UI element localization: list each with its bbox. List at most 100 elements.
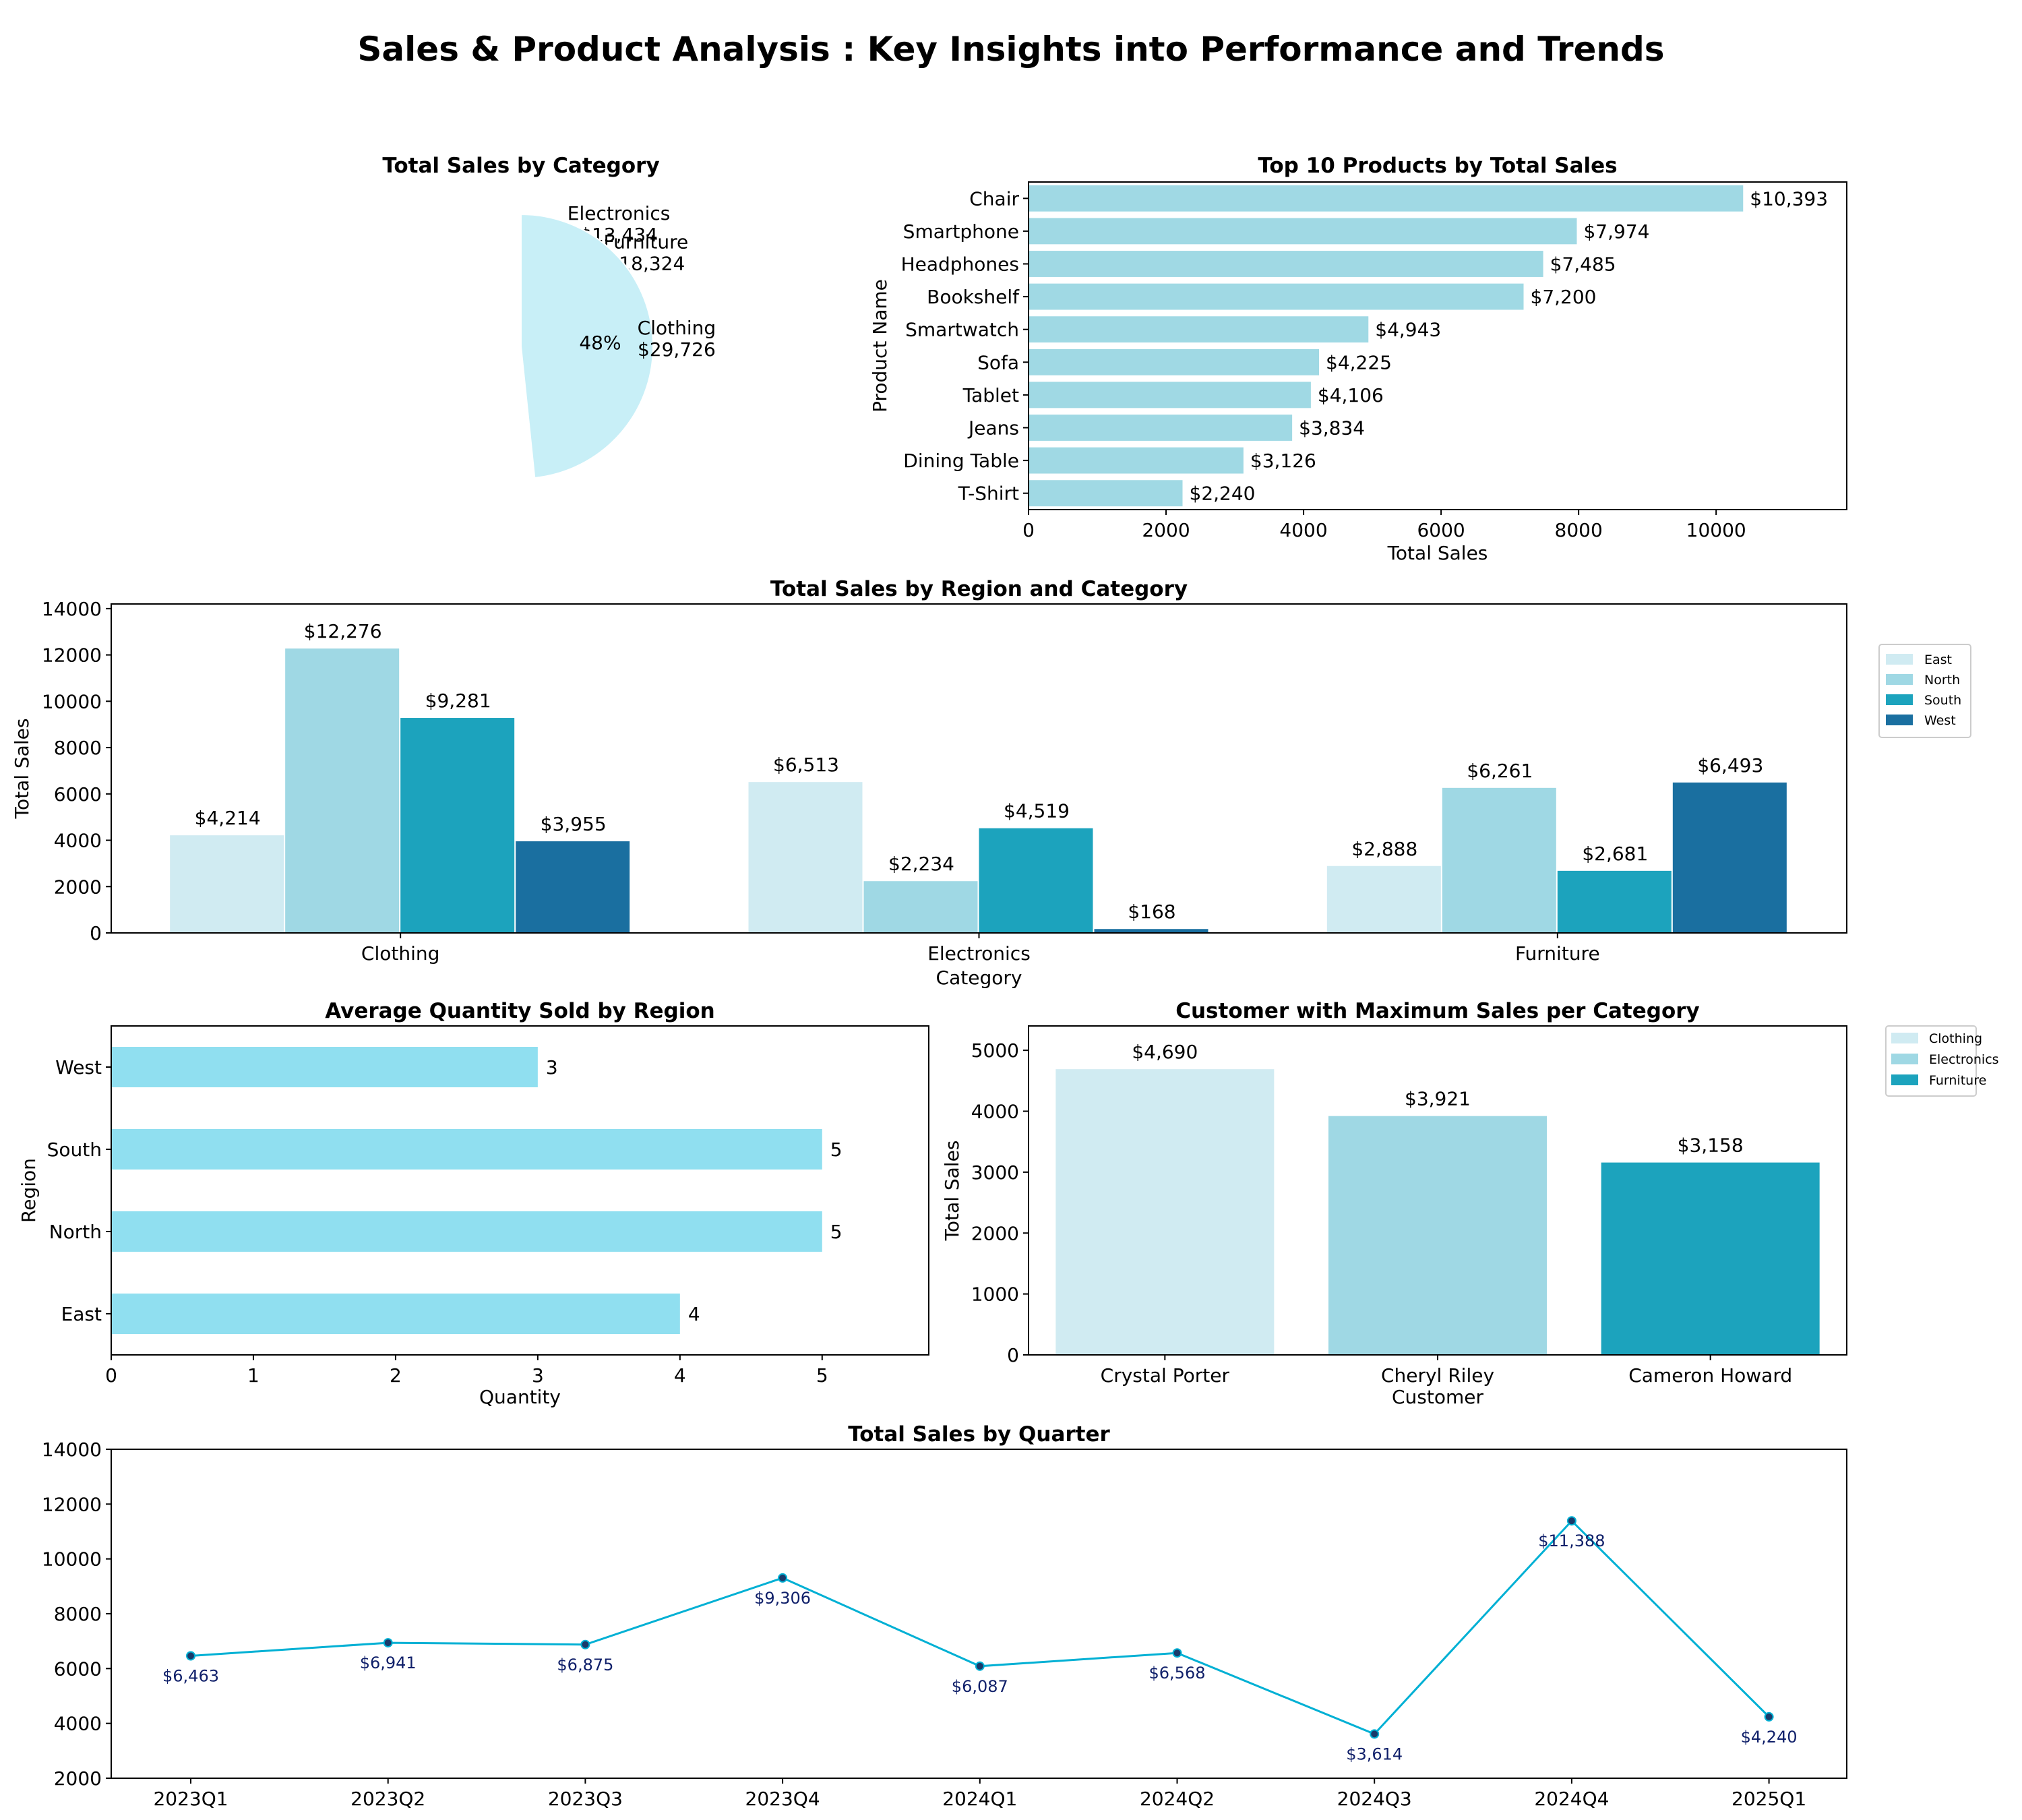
qty-ytick-label: West bbox=[55, 1056, 102, 1079]
cust-ytick-label: 4000 bbox=[971, 1101, 1019, 1123]
cust-title: Customer with Maximum Sales per Category bbox=[1175, 999, 1700, 1023]
region-data-label: $6,513 bbox=[773, 754, 839, 776]
region-ytick-label: 0 bbox=[90, 922, 102, 944]
qty-data-label: 5 bbox=[830, 1221, 842, 1243]
quarter-data-label: $6,941 bbox=[360, 1654, 417, 1672]
top10-ytick-label: Dining Table bbox=[903, 450, 1019, 472]
quarter-data-label: $6,875 bbox=[557, 1656, 613, 1674]
top10-ylabel: Product Name bbox=[869, 279, 891, 413]
qty-axes-frame bbox=[111, 1025, 929, 1356]
top10-axes-frame bbox=[1028, 181, 1847, 510]
top10-data-label: $2,240 bbox=[1190, 483, 1256, 505]
qty-xtick-label: 2 bbox=[390, 1364, 402, 1387]
qty-xtick-label: 5 bbox=[816, 1364, 828, 1387]
qty-xlabel: Quantity bbox=[479, 1386, 561, 1408]
pie-category-label: Furniture bbox=[604, 231, 689, 253]
region-legend: East North South West bbox=[1878, 644, 1971, 738]
region-legend-swatch bbox=[1886, 694, 1913, 705]
quarter-data-label: $9,306 bbox=[754, 1589, 811, 1608]
quarter-ytick-label: 4000 bbox=[54, 1713, 102, 1735]
bar-chart-region-category: Total Sales by Region and Category $4,214… bbox=[11, 577, 1971, 989]
region-legend-swatch bbox=[1886, 715, 1913, 725]
qty-ytick-label: South bbox=[47, 1139, 102, 1161]
top10-bar bbox=[1029, 480, 1183, 507]
quarter-ytick-label: 8000 bbox=[54, 1603, 102, 1625]
quarter-xtick-label: 2024Q4 bbox=[1534, 1788, 1609, 1810]
top10-bar bbox=[1029, 415, 1293, 441]
top10-data-label: $4,943 bbox=[1375, 319, 1441, 341]
top10-ytick-label: Chair bbox=[969, 187, 1019, 210]
quarter-data-label: $4,240 bbox=[1741, 1728, 1798, 1747]
cust-ytick-label: 2000 bbox=[971, 1222, 1019, 1244]
top10-bar bbox=[1029, 316, 1369, 343]
region-ytick-label: 10000 bbox=[42, 690, 102, 712]
quarter-ytick-label: 12000 bbox=[42, 1493, 102, 1515]
region-ytick-label: 14000 bbox=[42, 598, 102, 620]
cust-ytick-label: 1000 bbox=[971, 1283, 1019, 1306]
top10-xlabel: Total Sales bbox=[1387, 542, 1488, 564]
qty-xtick-label: 1 bbox=[247, 1364, 259, 1387]
cust-legend-label: Clothing bbox=[1929, 1031, 1982, 1046]
region-axes-frame bbox=[111, 603, 1847, 934]
cust-axes-frame bbox=[1028, 1025, 1847, 1356]
top10-data-label: $7,974 bbox=[1583, 220, 1649, 243]
top10-data-label: $10,393 bbox=[1750, 187, 1828, 210]
quarter-data-label: $6,463 bbox=[162, 1667, 219, 1686]
cust-data-label: $4,690 bbox=[1132, 1041, 1198, 1063]
cust-ytick-label: 0 bbox=[1007, 1344, 1019, 1366]
qty-title: Average Quantity Sold by Region bbox=[325, 999, 715, 1023]
region-data-label: $4,214 bbox=[195, 807, 261, 829]
pie-slice-clothing bbox=[520, 213, 654, 479]
qty-bar-east bbox=[111, 1294, 680, 1334]
top10-xtick-label: 10000 bbox=[1686, 519, 1746, 541]
top10-xtick-label: 6000 bbox=[1417, 519, 1465, 541]
region-legend-swatch bbox=[1886, 654, 1913, 665]
quarter-ytick-label: 10000 bbox=[42, 1548, 102, 1571]
cust-xtick-label: Cheryl Riley bbox=[1381, 1364, 1494, 1387]
qty-data-label: 5 bbox=[830, 1139, 842, 1161]
cust-legend-swatch bbox=[1891, 1074, 1918, 1085]
top10-ytick-label: Smartphone bbox=[903, 220, 1019, 243]
cust-bar bbox=[1055, 1069, 1275, 1355]
quarter-marker bbox=[186, 1651, 195, 1661]
cust-ytick-label: 3000 bbox=[971, 1161, 1019, 1184]
region-bar-south bbox=[979, 828, 1093, 933]
pie-category-label: Clothing bbox=[638, 317, 716, 339]
region-ytick-label: 8000 bbox=[54, 737, 102, 759]
qty-bar-south bbox=[111, 1129, 822, 1170]
quarter-marker bbox=[1172, 1648, 1182, 1658]
region-data-label: $2,234 bbox=[888, 853, 954, 875]
quarter-xtick-label: 2023Q1 bbox=[153, 1788, 228, 1810]
top10-bar bbox=[1029, 348, 1320, 375]
region-bar-east bbox=[748, 782, 863, 933]
cust-data-label: $3,158 bbox=[1678, 1134, 1744, 1157]
region-legend-label: South bbox=[1924, 693, 1961, 708]
top10-xtick-label: 8000 bbox=[1555, 519, 1603, 541]
cust-xlabel: Customer bbox=[1392, 1386, 1483, 1408]
top10-data-label: $4,225 bbox=[1326, 351, 1392, 373]
qty-data-label: 3 bbox=[546, 1056, 558, 1079]
pie-chart-total-sales-by-category: Total Sales by Category30%Furniture$18,3… bbox=[382, 154, 716, 479]
cust-legend: Clothing Electronics Furniture bbox=[1885, 1025, 1999, 1097]
quarter-xtick-label: 2024Q3 bbox=[1337, 1788, 1412, 1810]
top10-ytick-label: Headphones bbox=[901, 253, 1019, 276]
region-data-label: $2,681 bbox=[1582, 843, 1648, 865]
region-legend-label: East bbox=[1924, 653, 1952, 667]
quarter-marker bbox=[1370, 1729, 1380, 1739]
quarter-xtick-label: 2023Q2 bbox=[350, 1788, 425, 1810]
top10-xtick-label: 2000 bbox=[1142, 519, 1190, 541]
cust-legend-swatch bbox=[1891, 1033, 1918, 1043]
region-bar-east bbox=[1326, 866, 1441, 933]
bar-chart-top-10-products: Top 10 Products by Total Sales $10,393 Cha… bbox=[869, 154, 1847, 564]
qty-ylabel: Region bbox=[18, 1158, 40, 1223]
top10-ytick-label: Jeans bbox=[967, 417, 1019, 439]
top10-ytick-label: T-Shirt bbox=[958, 483, 1019, 505]
cust-legend-label: Furniture bbox=[1929, 1073, 1986, 1088]
region-bar-south bbox=[1557, 870, 1672, 933]
region-data-label: $2,888 bbox=[1351, 838, 1417, 860]
top10-bar bbox=[1029, 382, 1311, 408]
quarter-data-label: $3,614 bbox=[1346, 1745, 1403, 1763]
top10-xtick-label: 4000 bbox=[1279, 519, 1327, 541]
quarter-xtick-label: 2025Q1 bbox=[1732, 1788, 1806, 1810]
